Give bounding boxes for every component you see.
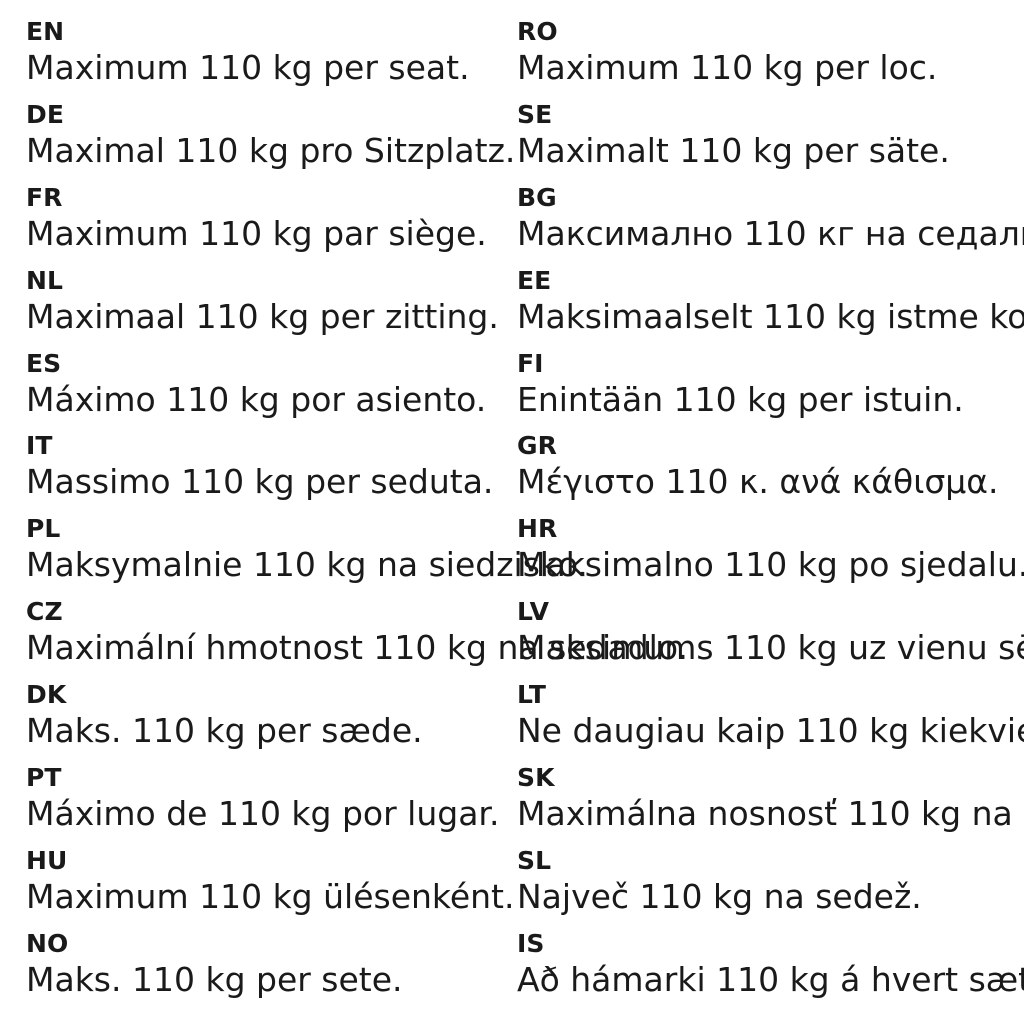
- lang-text: Maks. 110 kg per sete.: [26, 959, 403, 999]
- lang-entry: NO Maks. 110 kg per sete.: [26, 929, 500, 1012]
- lang-entry: GR Μέγιστο 110 κ. ανά κάθισμα.: [517, 431, 1024, 514]
- lang-code: BG: [517, 182, 557, 212]
- lang-entry: ES Máximo 110 kg por asiento.: [26, 349, 500, 432]
- lang-code: LT: [517, 680, 547, 710]
- lang-text: Maksimaalselt 110 kg istme kohta.: [517, 296, 1024, 336]
- lang-code: NL: [26, 265, 64, 295]
- lang-entry: EE Maksimaalselt 110 kg istme kohta.: [517, 266, 1024, 349]
- lang-text: Maximaal 110 kg per zitting.: [26, 296, 499, 336]
- lang-code: ES: [26, 348, 62, 378]
- lang-text: Máximo de 110 kg por lugar.: [26, 794, 500, 834]
- lang-text: Að hámarki 110 kg á hvert sæti.: [517, 959, 1024, 999]
- lang-text: Maksimalno 110 kg po sjedalu.: [517, 545, 1024, 585]
- lang-code: PT: [26, 763, 62, 793]
- lang-entry: HR Maksimalno 110 kg po sjedalu.: [517, 514, 1024, 597]
- lang-text: Največ 110 kg na sedež.: [517, 876, 922, 916]
- lang-code: EE: [517, 265, 552, 295]
- lang-entry: SL Največ 110 kg na sedež.: [517, 846, 1024, 929]
- lang-code: RO: [517, 17, 558, 46]
- lang-entry: DK Maks. 110 kg per sæde.: [26, 680, 500, 763]
- lang-code: CZ: [26, 597, 63, 627]
- lang-entry: PL Maksymalnie 110 kg na siedzisko.: [26, 514, 588, 597]
- lang-entry: CZ Maximální hmotnost 110 kg na sedadlo.: [26, 597, 688, 680]
- lang-code: SE: [517, 99, 553, 129]
- lang-entry: IS Að hámarki 110 kg á hvert sæti.: [517, 929, 1024, 1012]
- lang-text: Máximo 110 kg por asiento.: [26, 379, 487, 419]
- lang-text: Massimo 110 kg per seduta.: [26, 462, 494, 502]
- lang-text: Maksimums 110 kg uz vienu sēdvietu.: [517, 628, 1024, 668]
- lang-text: Maximal 110 kg pro Sitzplatz.: [26, 130, 516, 170]
- lang-text: Maks. 110 kg per sæde.: [26, 711, 423, 751]
- lang-code: DK: [26, 680, 67, 710]
- lang-text: Maximalt 110 kg per säte.: [517, 130, 950, 170]
- lang-code: NO: [26, 928, 69, 958]
- lang-code: DE: [26, 99, 65, 129]
- lang-text: Maximum 110 kg per seat.: [26, 48, 470, 87]
- lang-code: SL: [517, 845, 552, 875]
- lang-entry: EN Maximum 110 kg per seat.: [26, 17, 500, 100]
- lang-entry: HU Maximum 110 kg ülésenként.: [26, 845, 515, 929]
- right-column: RO Maximum 110 kg per loc. SE Maximalt 1…: [500, 0, 1024, 1012]
- lang-code: IT: [26, 431, 53, 461]
- lang-code: EN: [26, 17, 65, 46]
- lang-text: Maximum 110 kg par siège.: [26, 213, 487, 253]
- lang-code: GR: [517, 431, 557, 461]
- lang-entry: LV Maksimums 110 kg uz vienu sēdvietu.: [517, 597, 1024, 680]
- lang-entry: NL Maximaal 110 kg per zitting.: [26, 266, 500, 349]
- lang-code: FI: [517, 348, 544, 378]
- lang-code: LV: [517, 597, 550, 627]
- lang-entry: PT Máximo de 110 kg por lugar.: [26, 763, 500, 846]
- lang-text: Ne daugiau kaip 110 kg kiekvienai sėdyne…: [517, 711, 1024, 751]
- left-column: EN Maximum 110 kg per seat. DE Maximal 1…: [0, 0, 688, 1012]
- lang-text: Maximální hmotnost 110 kg na sedadlo.: [26, 628, 688, 668]
- lang-entry: LT Ne daugiau kaip 110 kg kiekvienai sėd…: [517, 680, 1024, 763]
- lang-code: FR: [26, 182, 63, 212]
- lang-code: HR: [517, 514, 558, 544]
- lang-code: SK: [517, 763, 555, 793]
- lang-entry: BG Максимално 110 кг на седалка.: [517, 183, 1024, 266]
- lang-text: Maximum 110 kg ülésenként.: [26, 876, 515, 916]
- lang-text: Enintään 110 kg per istuin.: [517, 379, 964, 419]
- lang-code: PL: [26, 514, 61, 544]
- lang-entry: SE Maximalt 110 kg per säte.: [517, 100, 1024, 183]
- lang-entry: FR Maximum 110 kg par siège.: [26, 183, 500, 266]
- lang-code: IS: [517, 928, 545, 958]
- lang-text: Maximálna nosnosť 110 kg na sedadlo.: [517, 794, 1024, 834]
- lang-entry: RO Maximum 110 kg per loc.: [517, 17, 1024, 100]
- lang-entry: FI Enintään 110 kg per istuin.: [517, 349, 1024, 432]
- lang-entry: IT Massimo 110 kg per seduta.: [26, 431, 500, 514]
- lang-entry: SK Maximálna nosnosť 110 kg na sedadlo.: [517, 763, 1024, 846]
- lang-text: Maximum 110 kg per loc.: [517, 48, 938, 87]
- lang-text: Maksymalnie 110 kg na siedzisko.: [26, 545, 588, 585]
- lang-code: HU: [26, 845, 68, 875]
- lang-text: Максимално 110 кг на седалка.: [517, 213, 1024, 253]
- lang-text: Μέγιστο 110 κ. ανά κάθισμα.: [517, 462, 999, 502]
- lang-entry: DE Maximal 110 kg pro Sitzplatz.: [26, 99, 516, 183]
